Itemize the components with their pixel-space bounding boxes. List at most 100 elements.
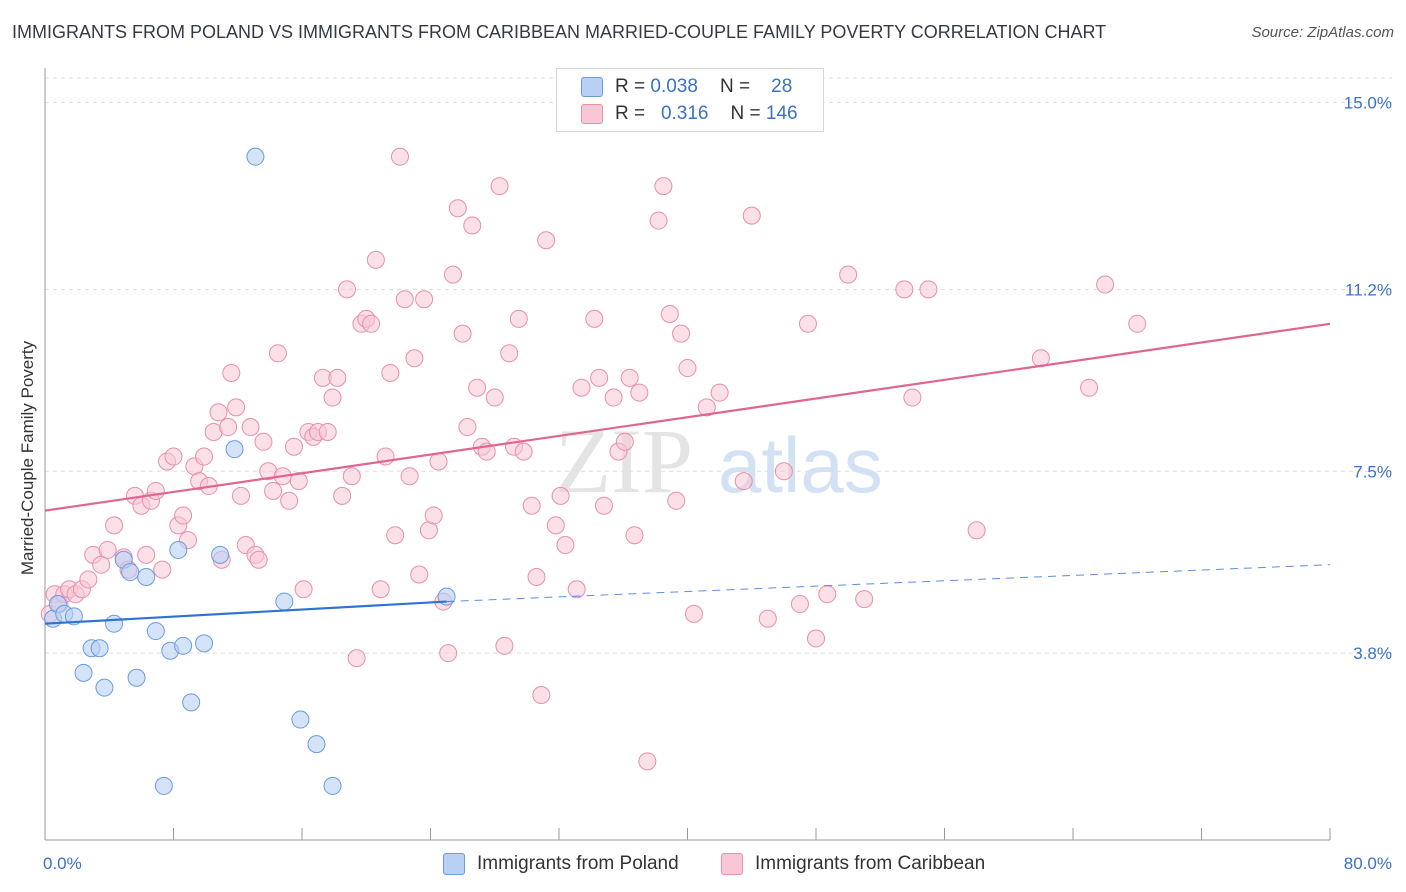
caribbean-point xyxy=(342,467,361,486)
caribbean-point xyxy=(209,403,228,422)
caribbean-point xyxy=(362,314,381,333)
caribbean-point xyxy=(439,644,458,663)
poland-n-label: N = xyxy=(719,76,751,97)
caribbean-point xyxy=(366,250,385,269)
caribbean-point xyxy=(390,147,409,166)
caribbean-point xyxy=(903,388,922,407)
caribbean-swatch-icon xyxy=(581,104,603,124)
caribbean-point xyxy=(660,304,679,323)
poland-point xyxy=(154,776,173,795)
y-tick-label: 3.8% xyxy=(1353,644,1392,663)
caribbean-point xyxy=(463,216,482,235)
caribbean-point xyxy=(153,560,172,579)
caribbean-point xyxy=(443,265,462,284)
bottom-legend-poland: Immigrants from Poland xyxy=(443,851,679,877)
legend-row-poland: R = 0.038 N = 28 xyxy=(581,75,792,99)
poland-point xyxy=(105,614,124,633)
caribbean-point xyxy=(79,570,98,589)
trend-lines xyxy=(44,322,1331,625)
caribbean-point xyxy=(585,309,604,328)
caribbean-point xyxy=(590,368,609,387)
caribbean-point xyxy=(742,206,761,225)
caribbean-point xyxy=(174,506,193,525)
poland-n-value: 28 xyxy=(771,76,793,97)
caribbean-point xyxy=(227,398,246,417)
bottom-legend-caribbean: Immigrants from Caribbean xyxy=(721,851,985,877)
caribbean-point xyxy=(615,432,634,451)
caribbean-point xyxy=(604,388,623,407)
caribbean-point xyxy=(453,324,472,343)
caribbean-point xyxy=(774,462,793,481)
x-tick-label-min: 0.0% xyxy=(43,854,82,873)
correlation-legend: R = 0.038 N = 28 R = 0.316 N = 146 xyxy=(556,68,824,132)
caribbean-point xyxy=(654,177,673,196)
caribbean-point xyxy=(347,649,366,668)
caribbean-point xyxy=(381,363,400,382)
caribbean-point xyxy=(284,437,303,456)
caribbean-point xyxy=(386,526,405,545)
caribbean-point xyxy=(254,432,273,451)
poland-legend-icon xyxy=(443,853,465,875)
poland-point xyxy=(95,678,114,697)
caribbean-point xyxy=(790,595,809,614)
poland-legend-label: Immigrants from Poland xyxy=(477,853,679,874)
y-tick-label: 15.0% xyxy=(1344,94,1392,113)
caribbean-point xyxy=(333,486,352,505)
poland-swatch-icon xyxy=(581,77,603,97)
poland-point xyxy=(137,567,156,586)
caribbean-point xyxy=(268,344,287,363)
caribbean-point xyxy=(798,314,817,333)
caribbean-point xyxy=(537,231,556,250)
poland-point xyxy=(211,545,230,564)
poland-r-label: R = xyxy=(615,76,646,97)
caribbean-point xyxy=(594,496,613,515)
caribbean-point xyxy=(241,418,260,437)
caribbean-n-label: N = xyxy=(730,103,761,124)
legend-row-caribbean: R = 0.316 N = 146 xyxy=(581,102,798,126)
poland-point xyxy=(291,710,310,729)
grid-lines xyxy=(45,77,1392,654)
caribbean-point xyxy=(280,491,299,510)
caribbean-point xyxy=(678,359,697,378)
x-tick-label-max: 80.0% xyxy=(1344,854,1392,873)
caribbean-point xyxy=(195,447,214,466)
poland-point xyxy=(225,440,244,459)
caribbean-point xyxy=(546,516,565,535)
caribbean-trend-line xyxy=(44,322,1331,512)
caribbean-point xyxy=(328,368,347,387)
caribbean-point xyxy=(146,481,165,500)
caribbean-point xyxy=(919,280,938,299)
caribbean-point xyxy=(410,565,429,584)
caribbean-point xyxy=(1128,314,1147,333)
poland-point xyxy=(307,735,326,754)
caribbean-point xyxy=(509,309,528,328)
tick-labels: 3.8% 7.5% 11.2% 15.0% 0.0% 80.0% xyxy=(43,94,1392,873)
caribbean-r-value: 0.316 xyxy=(660,103,709,124)
caribbean-point xyxy=(620,368,639,387)
caribbean-point xyxy=(98,540,117,559)
caribbean-point xyxy=(337,280,356,299)
poland-point xyxy=(169,540,188,559)
poland-point xyxy=(127,668,146,687)
caribbean-point xyxy=(697,398,716,417)
caribbean-point xyxy=(527,567,546,586)
caribbean-legend-label: Immigrants from Caribbean xyxy=(755,853,986,874)
y-axis-title: Married-Couple Family Poverty xyxy=(18,340,37,576)
poland-points xyxy=(44,147,456,795)
caribbean-point xyxy=(667,491,686,510)
caribbean-point xyxy=(448,199,467,218)
caribbean-point xyxy=(895,280,914,299)
caribbean-point xyxy=(249,550,268,569)
caribbean-point xyxy=(105,516,124,535)
caribbean-point xyxy=(967,521,986,540)
y-tick-label: 7.5% xyxy=(1353,462,1392,481)
caribbean-point xyxy=(222,363,241,382)
caribbean-n-value: 146 xyxy=(765,103,798,124)
y-tick-label: 11.2% xyxy=(1345,280,1392,299)
poland-point xyxy=(246,147,265,166)
caribbean-point xyxy=(395,290,414,309)
poland-point xyxy=(195,634,214,653)
poland-point xyxy=(182,693,201,712)
caribbean-point xyxy=(556,536,575,555)
caribbean-point xyxy=(424,506,443,525)
